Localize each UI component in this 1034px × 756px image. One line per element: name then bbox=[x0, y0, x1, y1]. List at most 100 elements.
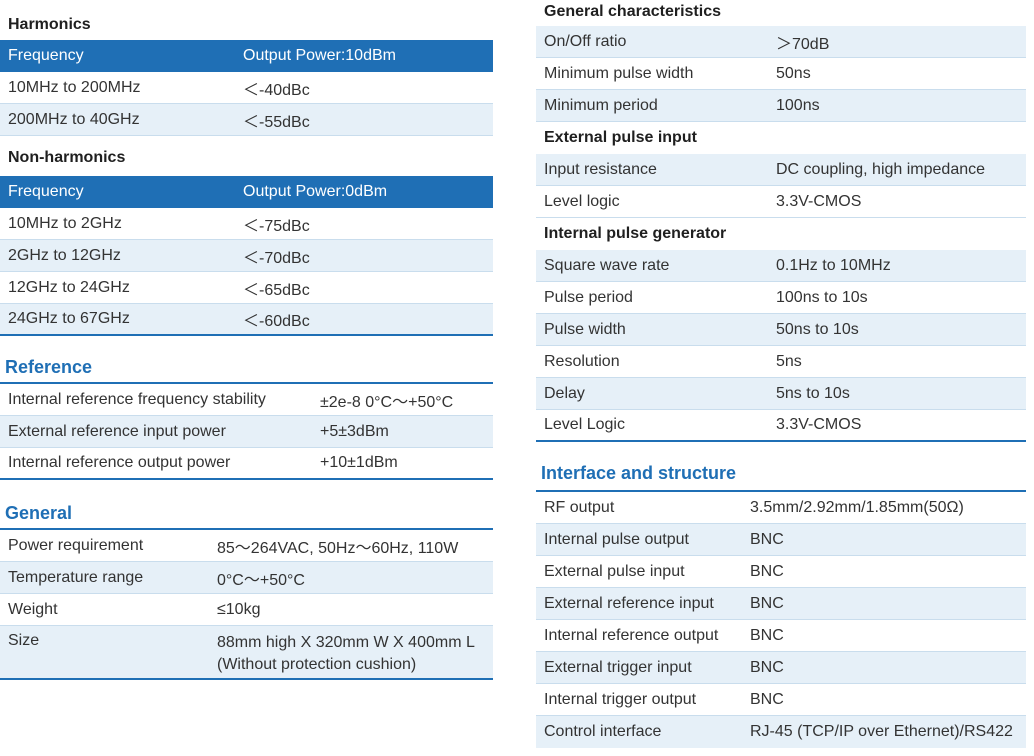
row-label: Control interface bbox=[544, 723, 662, 740]
row-label: Input resistance bbox=[544, 160, 657, 178]
size-value-line1: 88mm high X 320mm W X 400mm L bbox=[217, 634, 475, 651]
row-value: BNC bbox=[750, 690, 784, 708]
row-value: DC coupling, high impedance bbox=[776, 160, 986, 178]
general-title: General bbox=[5, 503, 73, 523]
row-label: Square wave rate bbox=[544, 256, 670, 274]
table-row: Square wave rate 0.1Hz to 10MHz bbox=[536, 250, 1026, 282]
table-row: 10MHz to 2GHz ＜-75dBc bbox=[0, 208, 493, 240]
row-value: ±2e-8 0°C～+50°C bbox=[320, 393, 454, 411]
row-label: 2GHz to 12GHz bbox=[8, 246, 121, 264]
right-column: General characteristics On/Off ratio ＞70… bbox=[536, 0, 1026, 748]
table-row: External pulse input BNC bbox=[536, 556, 1026, 588]
table-row: Power requirement 85～264VAC, 50Hz～60Hz, … bbox=[0, 528, 493, 562]
table-row: RF output 3.5mm/2.92mm/1.85mm(50Ω) bbox=[536, 490, 1026, 524]
row-label: External pulse input bbox=[544, 562, 685, 580]
row-value: BNC bbox=[750, 530, 784, 548]
row-value: 3.3V-CMOS bbox=[776, 192, 862, 210]
row-value: RJ-45 (TCP/IP over Ethernet)/RS422 bbox=[750, 723, 1013, 740]
table-row: Resolution 5ns bbox=[536, 346, 1026, 378]
table-row: External reference input power +5±3dBm bbox=[0, 416, 493, 448]
row-label: External reference input power bbox=[8, 422, 226, 440]
left-column: Harmonics Frequency Output Power:10dBm 1… bbox=[0, 0, 493, 680]
table-row: Minimum pulse width 50ns bbox=[536, 58, 1026, 90]
table-row: Internal reference output power +10±1dBm bbox=[0, 448, 493, 480]
table-row: External reference input BNC bbox=[536, 588, 1026, 620]
table-row: Internal trigger output BNC bbox=[536, 684, 1026, 716]
row-label: Minimum pulse width bbox=[544, 64, 694, 82]
row-value: 85～264VAC, 50Hz～60Hz, 110W bbox=[217, 539, 459, 557]
table-row: 10MHz to 200MHz ＜-40dBc bbox=[0, 72, 493, 104]
external-pulse-input-title: External pulse input bbox=[544, 129, 697, 146]
row-value: 3.3V-CMOS bbox=[776, 416, 862, 433]
row-label: External reference input bbox=[544, 594, 714, 612]
row-value: ＜-60dBc bbox=[243, 313, 310, 330]
row-label: Internal trigger output bbox=[544, 690, 697, 708]
non-harmonics-title: Non-harmonics bbox=[8, 149, 126, 166]
interface-title: Interface and structure bbox=[541, 463, 737, 483]
non-harmonics-header-frequency: Frequency bbox=[8, 183, 84, 200]
row-label: Temperature range bbox=[8, 568, 144, 586]
row-label: 12GHz to 24GHz bbox=[8, 278, 130, 296]
row-label: Level logic bbox=[544, 192, 620, 210]
row-value: 100ns bbox=[776, 96, 820, 114]
row-value: 0°C～+50°C bbox=[217, 571, 305, 589]
general-characteristics-title: General characteristics bbox=[544, 3, 721, 20]
table-row-size: Size 88mm high X 320mm W X 400mm L (With… bbox=[0, 626, 493, 680]
row-value: 100ns to 10s bbox=[776, 288, 868, 306]
row-label: Pulse period bbox=[544, 288, 633, 306]
row-value: 5ns bbox=[776, 352, 802, 370]
table-row: Input resistance DC coupling, high imped… bbox=[536, 154, 1026, 186]
row-label: Pulse width bbox=[544, 320, 626, 338]
row-label: 200MHz to 40GHz bbox=[8, 110, 140, 128]
row-value: ＜-65dBc bbox=[243, 281, 310, 299]
row-value: BNC bbox=[750, 658, 784, 676]
row-label: On/Off ratio bbox=[544, 32, 627, 50]
table-row: On/Off ratio ＞70dB bbox=[536, 26, 1026, 58]
row-value: BNC bbox=[750, 626, 784, 644]
row-value: 5ns to 10s bbox=[776, 384, 850, 402]
size-value: 88mm high X 320mm W X 400mm L (Without p… bbox=[217, 632, 475, 676]
table-row: 24GHz to 67GHz ＜-60dBc bbox=[0, 304, 493, 336]
row-label: 10MHz to 2GHz bbox=[8, 214, 122, 232]
row-value: BNC bbox=[750, 562, 784, 580]
table-row: Delay 5ns to 10s bbox=[536, 378, 1026, 410]
row-label: Internal reference output bbox=[544, 626, 719, 644]
table-row: 2GHz to 12GHz ＜-70dBc bbox=[0, 240, 493, 272]
table-row: Pulse width 50ns to 10s bbox=[536, 314, 1026, 346]
row-value: ＜-55dBc bbox=[243, 113, 310, 131]
row-label: External trigger input bbox=[544, 658, 692, 676]
table-row: External trigger input BNC bbox=[536, 652, 1026, 684]
row-value: ＞70dB bbox=[776, 35, 830, 53]
row-label: Internal reference frequency stability bbox=[8, 390, 266, 408]
row-label: Level Logic bbox=[544, 416, 625, 433]
internal-pulse-generator-title: Internal pulse generator bbox=[544, 225, 727, 242]
harmonics-title: Harmonics bbox=[8, 16, 91, 33]
table-row: Minimum period 100ns bbox=[536, 90, 1026, 122]
table-row: Pulse period 100ns to 10s bbox=[536, 282, 1026, 314]
row-label: Power requirement bbox=[8, 536, 144, 554]
table-row: Level logic 3.3V-CMOS bbox=[536, 186, 1026, 218]
row-label: 24GHz to 67GHz bbox=[8, 310, 130, 327]
row-label: Internal pulse output bbox=[544, 530, 689, 548]
row-label: RF output bbox=[544, 498, 615, 516]
table-row: Internal reference frequency stability ±… bbox=[0, 382, 493, 416]
table-row: Internal reference output BNC bbox=[536, 620, 1026, 652]
row-value: ≤10kg bbox=[217, 600, 261, 618]
table-row: Internal pulse output BNC bbox=[536, 524, 1026, 556]
row-value: 50ns bbox=[776, 64, 811, 82]
table-row: Level Logic 3.3V-CMOS bbox=[536, 410, 1026, 442]
row-value: +10±1dBm bbox=[320, 454, 398, 471]
table-row: Weight ≤10kg bbox=[0, 594, 493, 626]
table-row: 200MHz to 40GHz ＜-55dBc bbox=[0, 104, 493, 136]
row-label: Delay bbox=[544, 384, 585, 402]
table-row: Control interface RJ-45 (TCP/IP over Eth… bbox=[536, 716, 1026, 748]
row-value: BNC bbox=[750, 594, 784, 612]
harmonics-header-row: Frequency Output Power:10dBm bbox=[0, 40, 493, 72]
row-label: Minimum period bbox=[544, 96, 658, 114]
row-label: Size bbox=[8, 632, 40, 649]
row-value: ＜-75dBc bbox=[243, 217, 310, 235]
reference-title: Reference bbox=[5, 357, 93, 377]
table-row: 12GHz to 24GHz ＜-65dBc bbox=[0, 272, 493, 304]
row-label: Internal reference output power bbox=[8, 454, 231, 471]
row-value: ＜-40dBc bbox=[243, 81, 310, 99]
